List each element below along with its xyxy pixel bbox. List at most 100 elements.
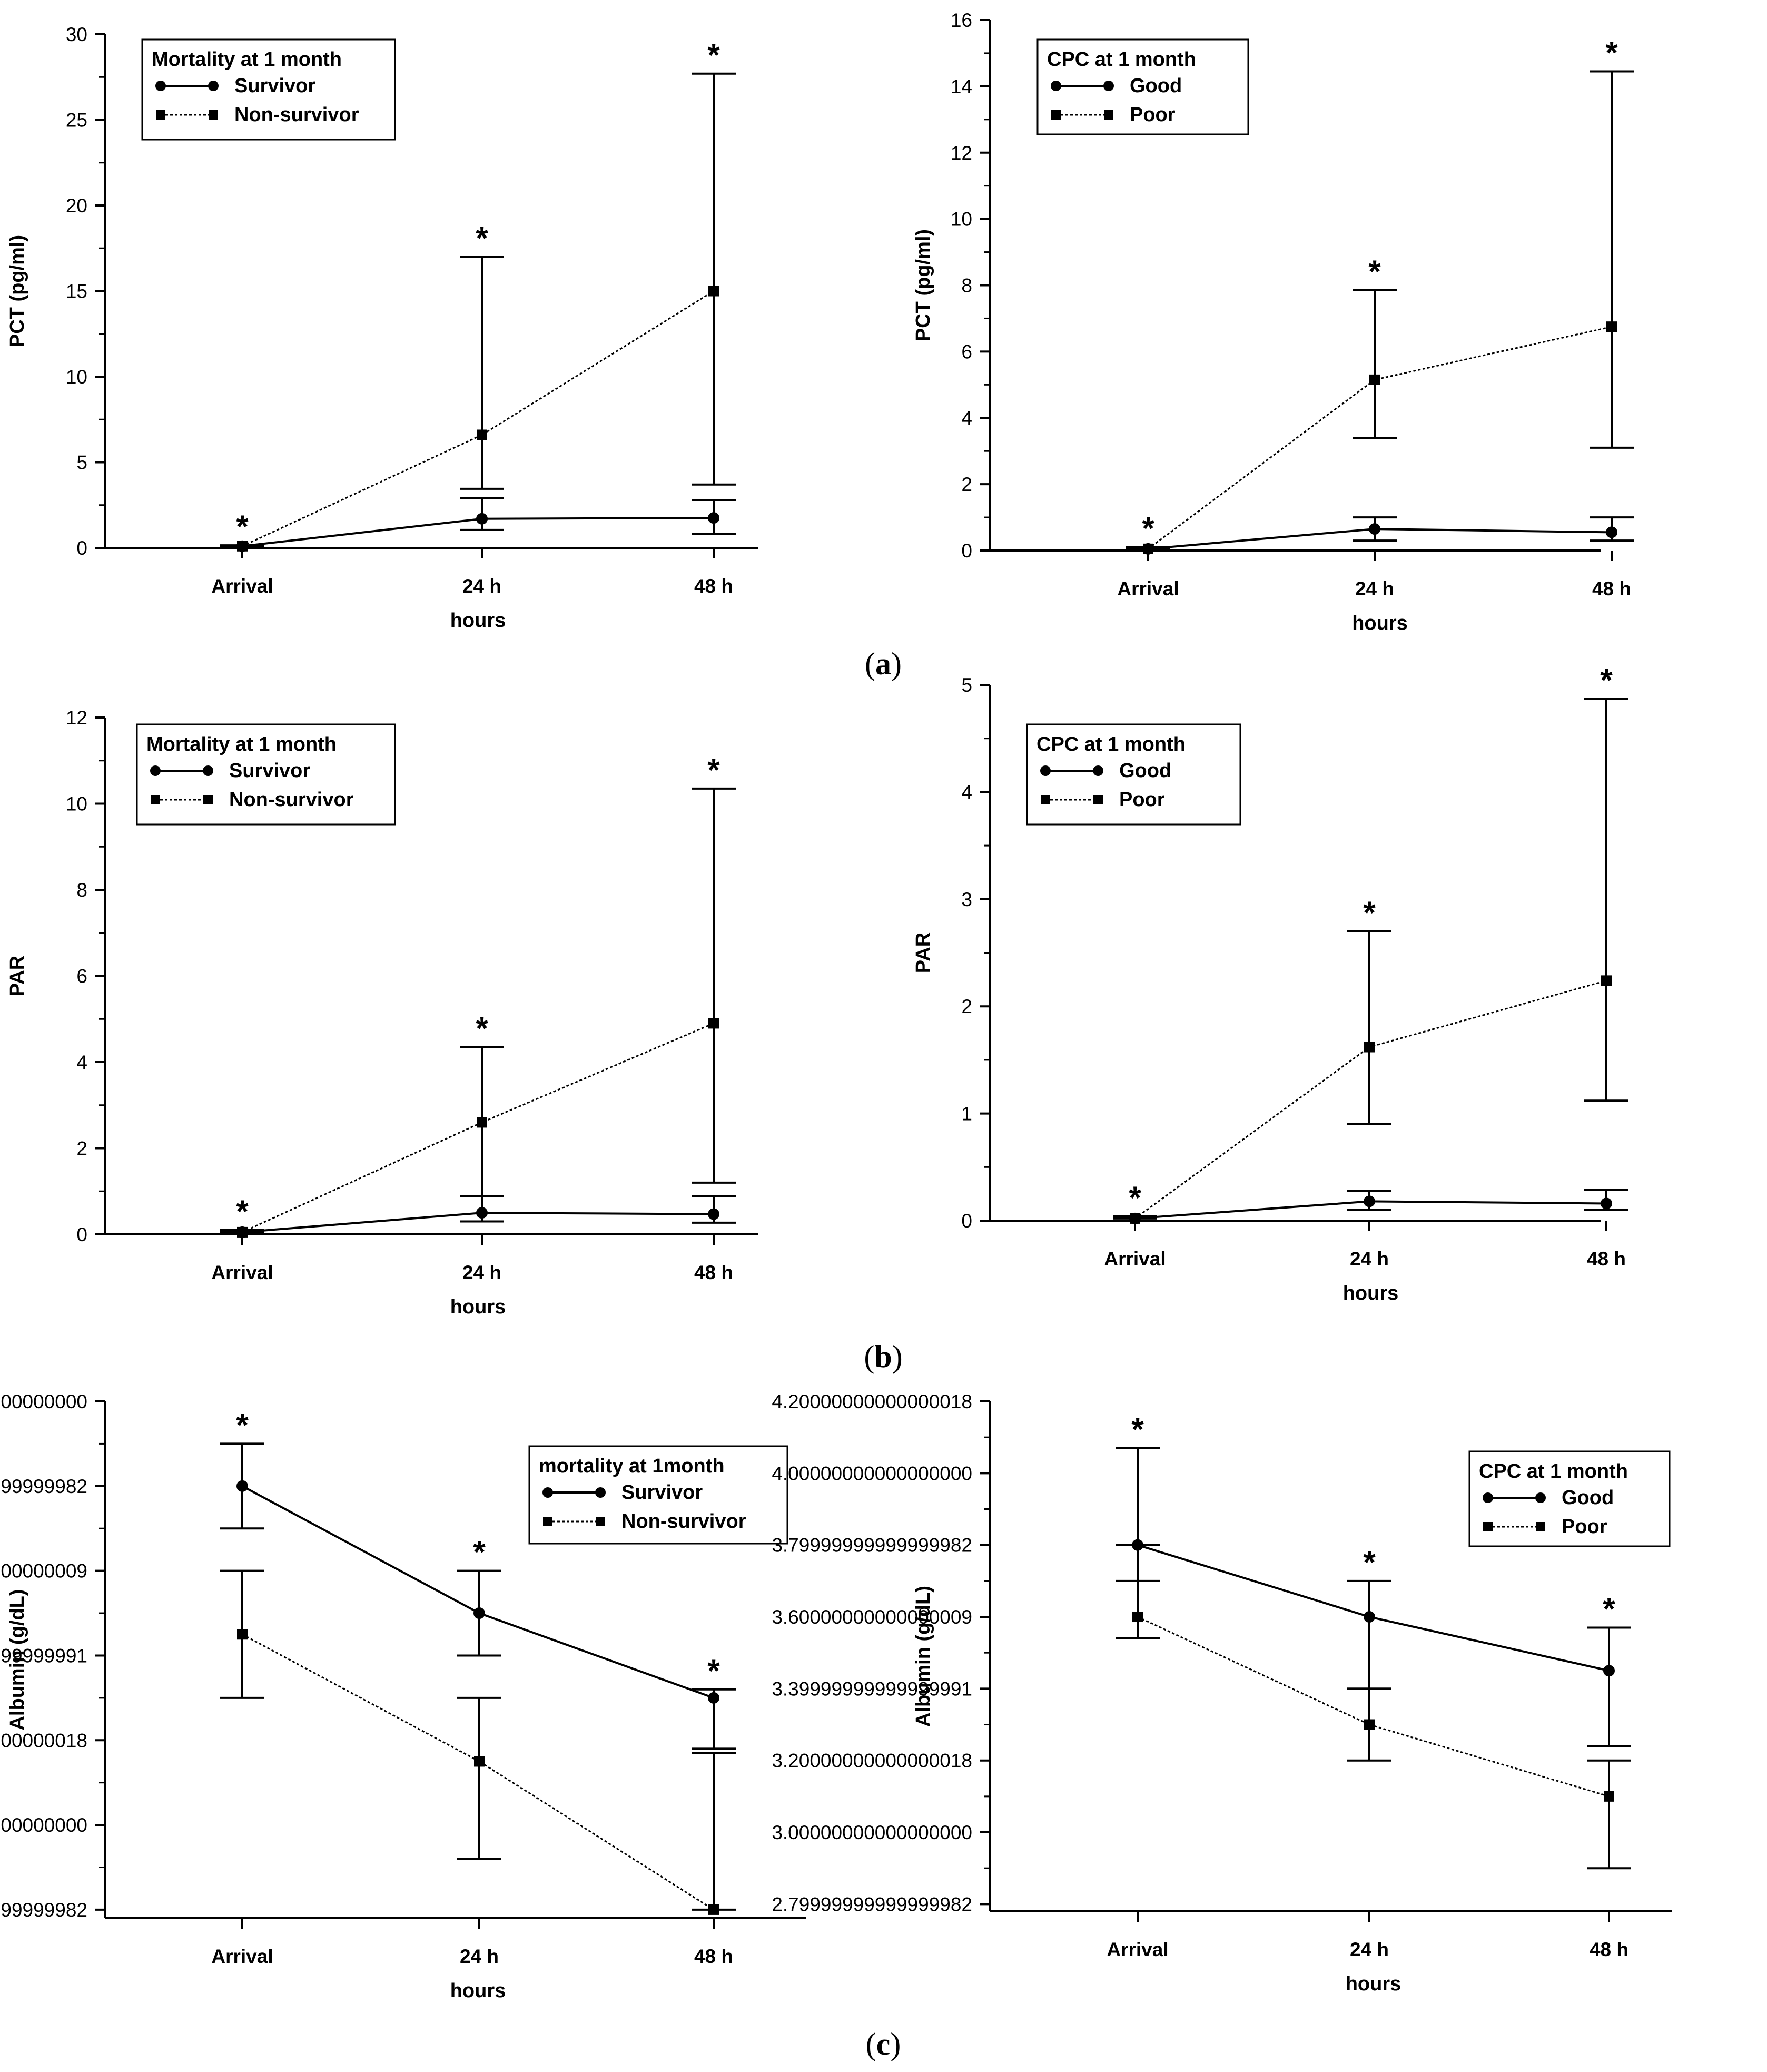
y-tick-label: 6 — [76, 966, 87, 987]
legend-marker-circle — [150, 765, 161, 776]
legend-marker-circle — [1535, 1492, 1546, 1503]
legend-label: Survivor — [234, 75, 315, 97]
data-point-circle — [473, 1607, 485, 1619]
y-tick-label: 15 — [66, 281, 87, 302]
x-tick-label: Arrival — [1107, 1939, 1168, 1960]
series-line — [242, 290, 714, 547]
legend-marker-circle — [1103, 81, 1114, 91]
significance-star: * — [1363, 1545, 1376, 1580]
y-tick-label: 2 — [961, 996, 972, 1017]
y-tick-label: 3.60000000000000009 — [772, 1606, 972, 1628]
y-axis-title: PCT (pg/ml) — [6, 235, 28, 347]
significance-star: * — [236, 1407, 249, 1442]
significance-star: * — [1363, 895, 1376, 930]
data-point-square — [708, 1904, 719, 1915]
series-2 — [220, 787, 736, 1238]
data-point-square — [477, 429, 487, 440]
y-tick-label: 3.39999999999999991 — [0, 1645, 87, 1666]
significance-star: * — [236, 1194, 249, 1229]
series-2 — [1116, 1544, 1631, 1870]
y-tick-label: 4.20000000000000018 — [772, 1391, 972, 1412]
x-tick-label: 48 h — [694, 1946, 733, 1967]
x-tick-label: Arrival — [211, 1262, 273, 1283]
y-tick-label: 4 — [76, 1052, 87, 1073]
x-tick-label: 48 h — [1590, 1939, 1628, 1960]
data-point-square — [237, 541, 248, 552]
legend-marker-square — [156, 110, 165, 120]
legend-label: Poor — [1562, 1516, 1607, 1538]
legend-marker-circle — [542, 1487, 553, 1498]
data-point-square — [1369, 374, 1380, 385]
y-tick-label: 30 — [66, 24, 87, 45]
significance-star: * — [707, 752, 720, 788]
y-tick-label: 4.00000000000000000 — [0, 1391, 87, 1412]
x-tick-label: 48 h — [694, 1262, 733, 1283]
legend: mortality at 1month Survivor Non-survivor — [528, 1445, 788, 1545]
data-point-circle — [708, 1208, 719, 1220]
legend-marker-square — [1051, 110, 1061, 120]
y-axis-title: PCT (pg/ml) — [912, 229, 934, 341]
significance-star: * — [1142, 511, 1154, 546]
legend-marker-circle — [1040, 765, 1051, 776]
legend-marker-circle — [203, 765, 213, 776]
series-2 — [220, 72, 736, 552]
x-tick-label: Arrival — [211, 1946, 273, 1967]
data-point-circle — [1606, 526, 1617, 538]
legend-label: Survivor — [229, 760, 310, 782]
x-axis-title: hours — [1346, 1973, 1401, 1995]
legend-box — [528, 1445, 788, 1545]
legend-title: mortality at 1month — [539, 1455, 725, 1477]
legend-box — [141, 38, 396, 141]
data-point-square — [477, 1117, 487, 1128]
data-point-circle — [236, 1480, 248, 1492]
y-axis-title: PAR — [912, 932, 934, 973]
chart-panel: 0 2 4 6 8 10 12 14 16 Arrival 24 h 48 h hours PCT (pg… — [912, 9, 1634, 634]
legend-title: Mortality at 1 month — [146, 733, 337, 755]
y-tick-label: 3 — [961, 889, 972, 910]
caption-c: (c) — [866, 2027, 901, 2061]
data-point-square — [237, 1226, 248, 1238]
data-point-square — [1606, 321, 1617, 332]
legend-marker-circle — [1093, 765, 1103, 776]
legend-label: Good — [1130, 75, 1182, 97]
legend-marker-circle — [1483, 1492, 1493, 1503]
y-tick-label: 14 — [951, 76, 972, 97]
significance-star: * — [1600, 662, 1613, 698]
significance-star: * — [1368, 254, 1381, 289]
y-tick-label: 4.00000000000000000 — [772, 1462, 972, 1484]
x-axis-title: hours — [450, 1980, 506, 2002]
chart-panel: 0 5 10 15 20 25 30 Arrival 24 h 48 h hours PCT (pg/… — [6, 24, 758, 632]
data-point-circle — [1603, 1665, 1615, 1677]
series-1 — [1113, 1189, 1628, 1224]
data-point-circle — [476, 1207, 488, 1219]
y-tick-label: 0 — [961, 1210, 972, 1232]
y-tick-label: 5 — [961, 674, 972, 696]
legend-title: CPC at 1 month — [1036, 733, 1186, 755]
legend: Mortality at 1 month Survivor Non-survivor — [141, 38, 396, 141]
data-point-square — [1132, 1612, 1143, 1623]
x-tick-label: 24 h — [462, 575, 501, 597]
legend-title: Mortality at 1 month — [152, 48, 342, 71]
data-point-square — [1130, 1213, 1140, 1224]
chart-panel: 0 1 2 3 4 5 Arrival 24 h 48 h hours PAR * * * CPC at 1… — [912, 662, 1628, 1304]
y-tick-label: 0 — [76, 537, 87, 559]
chart-panel: 2.79999999999999982 3.00000000000000000 3.… — [772, 1391, 1672, 1995]
y-tick-label: 12 — [66, 707, 87, 729]
y-axis-title: Albumin (g/dL) — [912, 1586, 934, 1727]
x-tick-label: Arrival — [1117, 578, 1179, 600]
legend-label: Poor — [1130, 104, 1176, 126]
x-tick-label: 24 h — [460, 1946, 499, 1967]
legend-marker-circle — [155, 81, 166, 91]
data-point-square — [237, 1629, 248, 1640]
series-1 — [220, 1442, 736, 1750]
y-tick-label: 8 — [961, 275, 972, 297]
legend: CPC at 1 month Good Poor — [1468, 1450, 1671, 1547]
legend-label: Non-survivor — [229, 789, 354, 811]
x-tick-label: 24 h — [1350, 1248, 1389, 1270]
y-tick-label: 0 — [76, 1224, 87, 1245]
legend: CPC at 1 month Good Poor — [1036, 38, 1249, 135]
x-tick-label: Arrival — [211, 575, 273, 597]
y-axis-title: Albumin (g/dL) — [6, 1589, 28, 1730]
legend-marker-circle — [595, 1487, 606, 1498]
